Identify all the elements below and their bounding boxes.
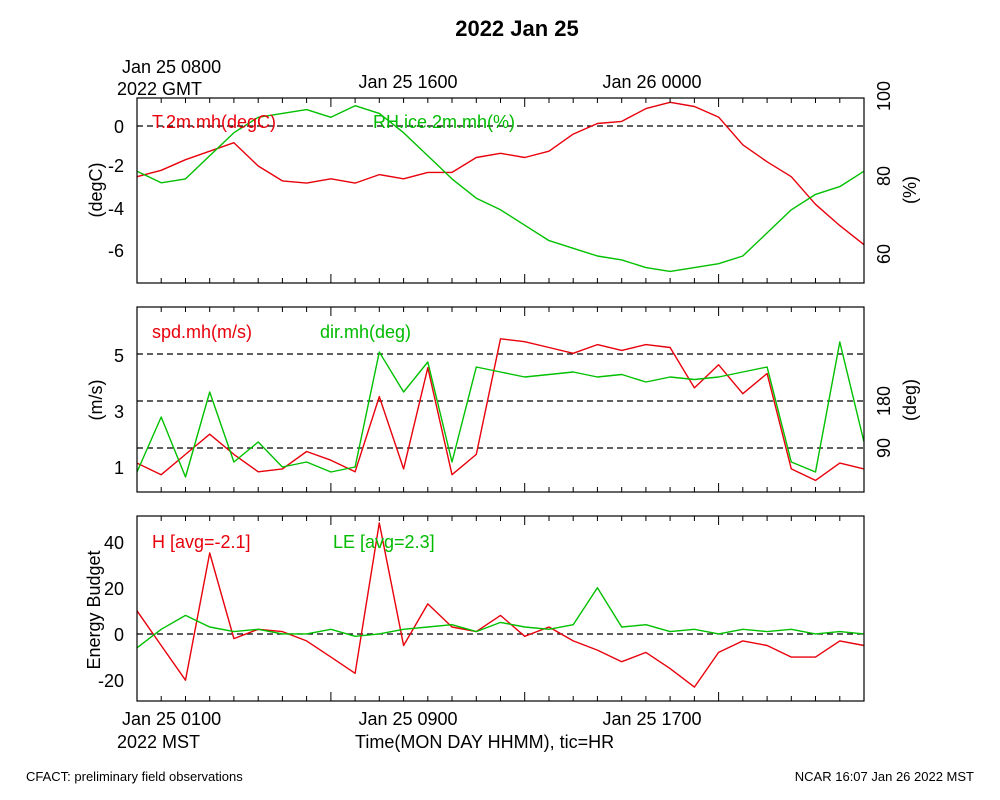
panel1-ytick-0: 0 <box>114 117 124 137</box>
series-line-0-1 <box>136 104 865 273</box>
panel2-ytick-5: 5 <box>114 346 124 366</box>
chart-title: 2022 Jan 25 <box>455 16 579 41</box>
bottom-time-label-right: Jan 25 1700 <box>602 709 701 729</box>
top-time-label-right: Jan 26 0000 <box>602 72 701 92</box>
legend-temperature: T.2m.mh(degC) <box>152 112 276 132</box>
panel3-ylabel: Energy Budget <box>84 550 104 669</box>
legend-h: H [avg=-2.1] <box>152 532 251 552</box>
bottom-time-label-mst-1: Jan 25 0100 <box>122 709 221 729</box>
panel3-ytick-20: 20 <box>104 579 124 599</box>
top-time-label-gmt-2: 2022 GMT <box>117 79 202 99</box>
panel2-series <box>136 338 865 482</box>
panel1-ytick-neg4: -4 <box>108 199 124 219</box>
series-line-1-1 <box>136 341 865 478</box>
panel1-ytick-r60: 60 <box>874 244 894 264</box>
panel2-ytick-r180: 180 <box>874 386 894 416</box>
panel1-ytick-r100: 100 <box>874 81 894 111</box>
legend-direction: dir.mh(deg) <box>320 322 411 342</box>
legend-speed: spd.mh(m/s) <box>152 322 252 342</box>
x-axis-title: Time(MON DAY HHMM), tic=HR <box>355 732 614 752</box>
panel1-x-ticks <box>160 98 841 283</box>
panel2-ylabel-right: (deg) <box>900 379 920 421</box>
panel2-ylabel-left: (m/s) <box>86 380 106 421</box>
panel3-ytick-neg20: -20 <box>98 671 124 691</box>
bottom-time-label-mid: Jan 25 0900 <box>358 709 457 729</box>
panel-wind: 5 3 1 180 90 (m/s) (deg) spd.mh(m/s) dir… <box>86 306 920 493</box>
footer-right: NCAR 16:07 Jan 26 2022 MST <box>795 769 974 784</box>
bottom-time-label-mst-2: 2022 MST <box>117 732 200 752</box>
panel1-ylabel-left: (degC) <box>86 162 106 217</box>
panel1-ytick-neg2: -2 <box>108 156 124 176</box>
panel3-series <box>136 522 865 688</box>
panel3-x-ticks <box>160 516 841 701</box>
series-line-1-0 <box>136 338 865 482</box>
legend-rh-ice: RH.ice.2m.mh(%) <box>373 112 515 132</box>
series-line-2-1 <box>136 587 865 649</box>
panel-temperature-rh: 0 -2 -4 -6 100 80 60 (degC) (%) T.2m.mh(… <box>86 81 920 284</box>
panel2-x-ticks <box>160 307 841 492</box>
panel1-ytick-r80: 80 <box>874 166 894 186</box>
panel-energy-budget: 40 20 0 -20 Energy Budget H [avg=-2.1] L… <box>84 515 865 702</box>
footer-left: CFACT: preliminary field observations <box>26 769 243 784</box>
panel2-ytick-3: 3 <box>114 402 124 422</box>
top-time-label-gmt-1: Jan 25 0800 <box>122 57 221 77</box>
panel1-ytick-neg6: -6 <box>108 241 124 261</box>
top-time-label-mid: Jan 25 1600 <box>358 72 457 92</box>
panel3-ytick-0: 0 <box>114 625 124 645</box>
panel3-ytick-40: 40 <box>104 533 124 553</box>
panel2-ytick-r90: 90 <box>874 438 894 458</box>
panel1-series <box>136 101 865 273</box>
panel1-ylabel-right: (%) <box>900 176 920 204</box>
panel2-ytick-1: 1 <box>114 458 124 478</box>
series-line-0-0 <box>136 101 865 246</box>
legend-le: LE [avg=2.3] <box>333 532 435 552</box>
